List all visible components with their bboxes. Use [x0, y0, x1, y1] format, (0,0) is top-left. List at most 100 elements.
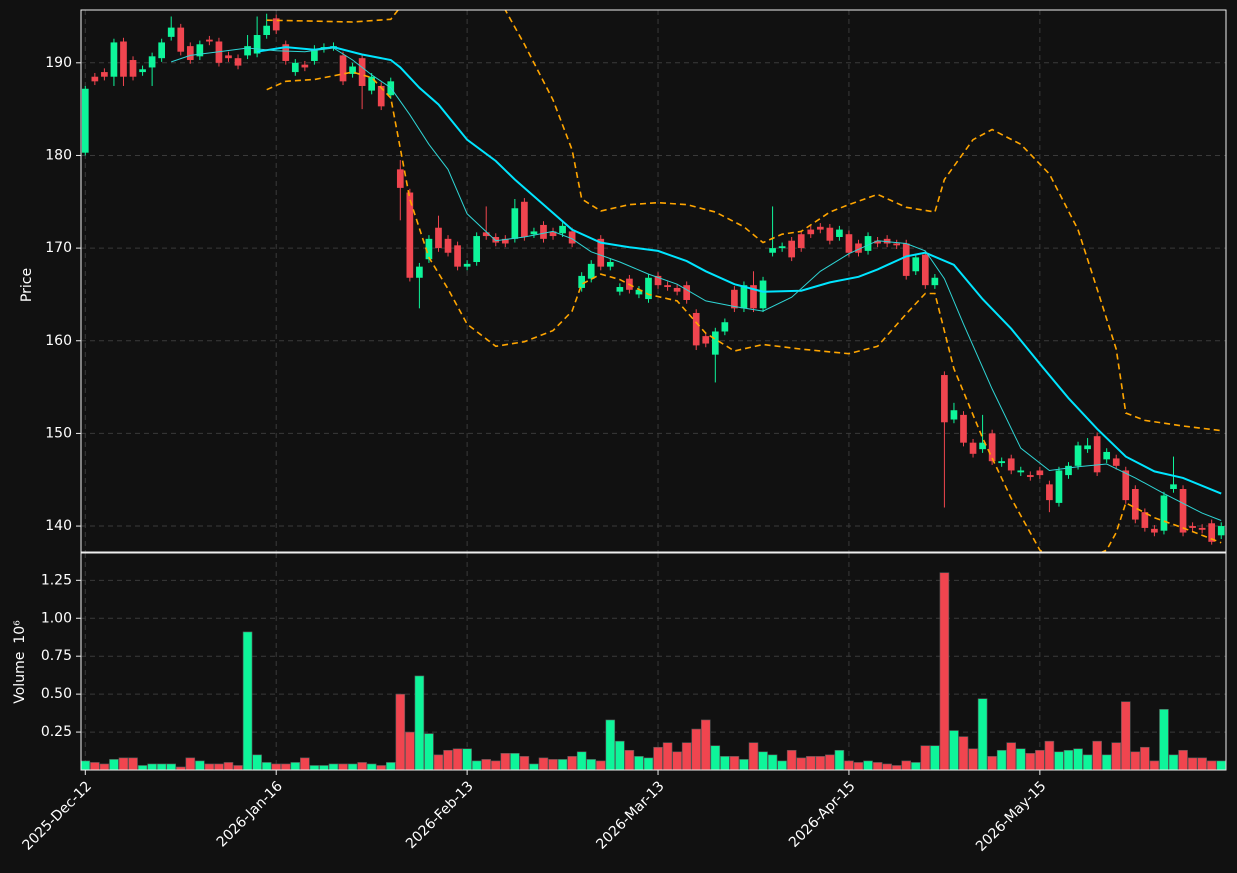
candle-body	[1189, 526, 1196, 528]
volume-bar	[1159, 709, 1169, 771]
overlay-line	[266, 71, 1222, 552]
candle-body	[797, 234, 805, 249]
candle-body	[244, 46, 251, 56]
candle-body	[893, 243, 901, 246]
candle-body	[1007, 458, 1015, 471]
candle-body	[750, 285, 757, 309]
volume-bar	[424, 733, 434, 771]
candle-body	[1103, 451, 1111, 460]
candle-body	[845, 234, 853, 253]
volume-bar	[786, 749, 797, 771]
candle-body	[301, 64, 309, 68]
candle-body	[836, 229, 843, 237]
volume-bar	[567, 756, 577, 771]
volume-bar	[519, 756, 530, 771]
volume-bar	[729, 756, 740, 771]
volume-bar	[490, 760, 501, 771]
volume-bar	[452, 748, 463, 771]
candle-body	[587, 263, 595, 279]
volume-bar	[1015, 748, 1026, 771]
candle-body	[1208, 523, 1216, 542]
y-tick-label: 0.50	[41, 686, 72, 702]
candle-body	[816, 226, 824, 230]
volume-bar	[901, 760, 912, 771]
candle-body	[1160, 495, 1168, 531]
candle-body	[979, 442, 986, 450]
candle-body	[1151, 528, 1158, 533]
volume-bar	[1025, 753, 1036, 771]
volume-bar	[958, 736, 969, 771]
candle-body	[435, 227, 442, 249]
volume-bar	[147, 763, 157, 771]
candle-body	[931, 277, 939, 286]
volume-bar	[748, 742, 759, 771]
volume-bar	[223, 762, 234, 771]
candle-body	[148, 56, 156, 68]
volume-bar	[662, 742, 673, 771]
volume-bar	[767, 754, 778, 771]
candle-body	[1026, 475, 1034, 477]
volume-bar	[195, 760, 205, 771]
volume-bar	[214, 763, 224, 771]
volume-bar	[481, 759, 491, 771]
candle-body	[960, 414, 967, 443]
volume-bar	[1063, 749, 1074, 771]
volume-bar	[395, 693, 406, 771]
candle-body	[1093, 436, 1101, 473]
volume-bar	[872, 762, 883, 771]
volume-bar	[405, 731, 415, 771]
candle-body	[645, 277, 652, 300]
candle-body	[759, 280, 767, 309]
price-axis-label: Price	[19, 268, 35, 302]
volume-bar	[615, 740, 625, 771]
volume-bar	[853, 762, 864, 771]
candle-body	[549, 231, 557, 237]
candle-body	[1074, 445, 1082, 466]
volume-bar	[290, 762, 301, 771]
volume-bar	[882, 763, 892, 771]
volume-bar	[414, 675, 425, 771]
candle-body	[253, 35, 261, 54]
volume-bar	[796, 757, 807, 771]
candle-body	[425, 238, 433, 260]
candle-body	[1055, 470, 1063, 503]
candle-body	[950, 410, 958, 420]
candle-body	[110, 42, 118, 77]
candle-body	[358, 58, 366, 86]
volume-bar	[1178, 749, 1188, 771]
volume-bar	[977, 698, 988, 771]
y-tick-label: 160	[45, 333, 72, 349]
y-tick-label: 1.25	[41, 572, 72, 588]
volume-bar	[681, 742, 692, 771]
candle-body	[206, 39, 213, 42]
volume-bar	[643, 757, 654, 771]
candle-body	[291, 62, 299, 73]
volume-bar	[805, 756, 816, 771]
candle-body	[311, 48, 318, 61]
volume-bar	[1044, 740, 1055, 771]
volume-bar	[910, 762, 921, 771]
candle-body	[855, 243, 862, 253]
volume-bar	[930, 745, 940, 771]
candle-body	[186, 46, 194, 61]
candle-body	[540, 224, 547, 239]
candle-body	[664, 285, 671, 288]
candle-body	[1084, 445, 1091, 450]
overlay-layer	[171, 10, 1222, 552]
overlay-line	[256, 46, 1222, 495]
overlay-line	[266, 10, 1222, 432]
volume-bar	[595, 760, 606, 771]
volume-bar	[233, 765, 243, 771]
candle-body	[606, 262, 614, 267]
candle-body	[1017, 470, 1025, 473]
candle-body	[692, 312, 700, 346]
candle-body	[1131, 488, 1139, 520]
volume-bar	[691, 728, 702, 771]
volume-bar	[1082, 754, 1093, 771]
volume-bar	[920, 745, 931, 771]
candle-body	[81, 88, 89, 153]
candle-body	[91, 76, 99, 82]
volume-bar	[557, 759, 568, 771]
candle-body	[1170, 484, 1177, 489]
